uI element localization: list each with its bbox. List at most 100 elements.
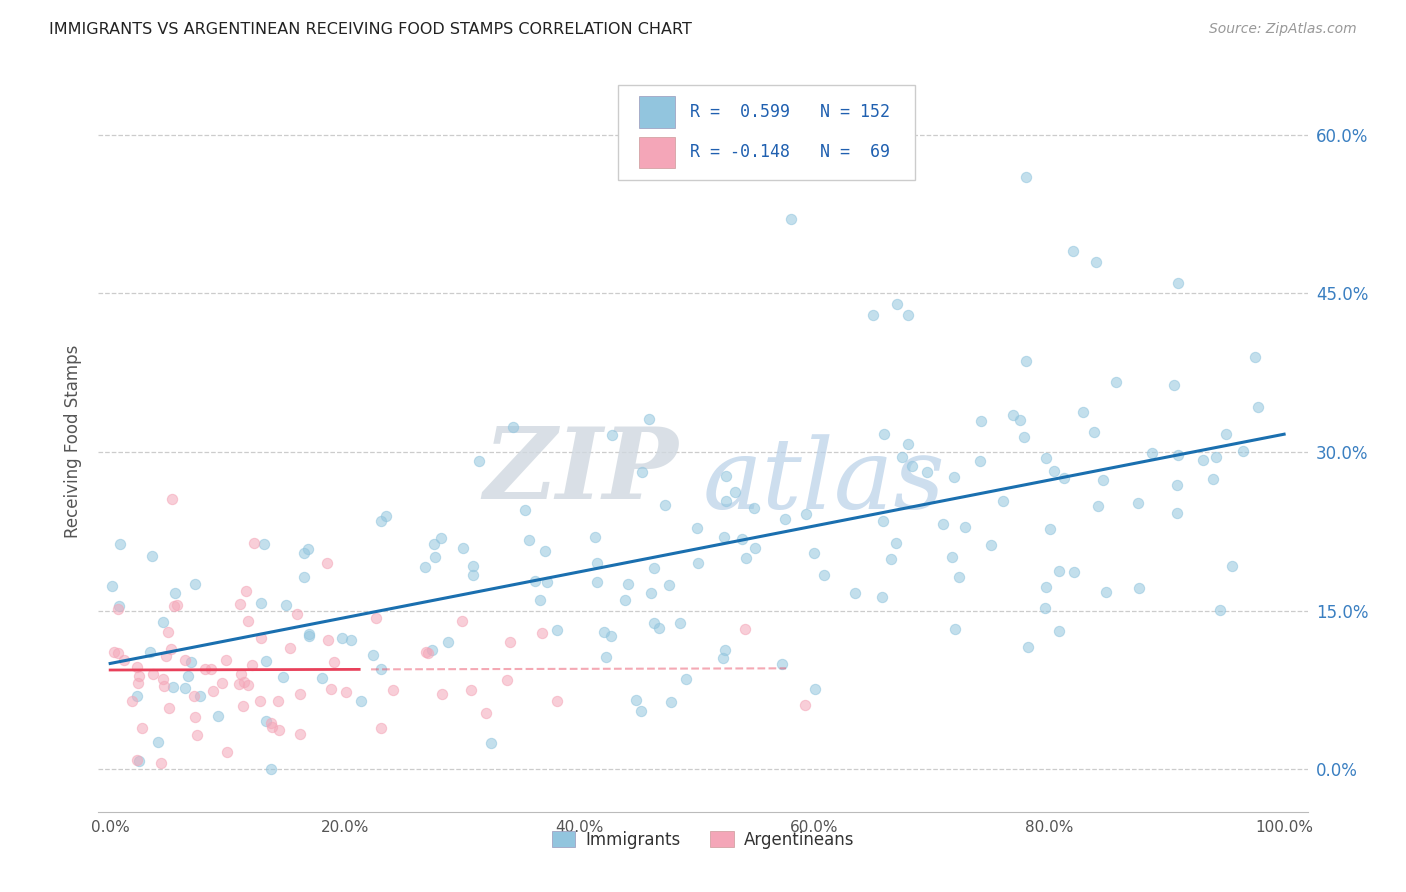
Argentineans: [267, 694, 290, 708]
Argentineans: [107, 646, 129, 660]
Immigrants: [370, 662, 392, 676]
Argentineans: [259, 715, 281, 730]
Argentineans: [127, 676, 149, 690]
Immigrants: [311, 671, 333, 685]
Immigrants: [1017, 640, 1039, 655]
Argentineans: [155, 648, 177, 663]
Immigrants: [688, 556, 710, 570]
Immigrants: [734, 551, 756, 566]
Immigrants: [420, 643, 443, 657]
Immigrants: [794, 507, 817, 521]
FancyBboxPatch shape: [638, 96, 675, 128]
Immigrants: [1015, 170, 1038, 185]
Immigrants: [298, 629, 321, 643]
Argentineans: [243, 536, 266, 550]
Immigrants: [884, 536, 907, 550]
Immigrants: [1166, 477, 1188, 491]
Immigrants: [165, 586, 187, 600]
Argentineans: [238, 678, 260, 692]
Argentineans: [228, 677, 250, 691]
Immigrants: [479, 736, 502, 750]
Immigrants: [658, 578, 681, 592]
Immigrants: [141, 549, 163, 563]
Argentineans: [321, 681, 343, 696]
Immigrants: [1047, 564, 1070, 578]
Argentineans: [229, 666, 252, 681]
Immigrants: [1091, 473, 1114, 487]
Immigrants: [108, 537, 131, 551]
Immigrants: [891, 450, 914, 464]
Immigrants: [529, 593, 551, 607]
Immigrants: [773, 512, 796, 526]
Immigrants: [517, 533, 540, 547]
Immigrants: [1062, 244, 1084, 259]
Immigrants: [128, 754, 150, 768]
Immigrants: [350, 694, 373, 708]
FancyBboxPatch shape: [619, 86, 915, 180]
Argentineans: [240, 657, 263, 672]
Argentineans: [546, 694, 568, 708]
Immigrants: [375, 509, 398, 524]
Argentineans: [125, 660, 148, 674]
Argentineans: [200, 662, 222, 676]
Immigrants: [1063, 565, 1085, 579]
Argentineans: [215, 745, 238, 759]
Immigrants: [534, 544, 557, 558]
Immigrants: [648, 621, 671, 635]
Immigrants: [1083, 425, 1105, 439]
Immigrants: [1167, 448, 1189, 462]
Argentineans: [238, 614, 260, 628]
Immigrants: [207, 708, 229, 723]
Argentineans: [103, 645, 125, 659]
Immigrants: [617, 576, 640, 591]
Immigrants: [138, 645, 160, 659]
Argentineans: [285, 607, 308, 622]
Argentineans: [269, 723, 291, 737]
Immigrants: [586, 574, 609, 589]
Immigrants: [586, 556, 609, 570]
Immigrants: [613, 593, 636, 607]
Immigrants: [1085, 254, 1108, 268]
Immigrants: [1008, 413, 1031, 427]
Immigrants: [461, 568, 484, 582]
Argentineans: [166, 599, 188, 613]
Immigrants: [423, 537, 446, 551]
Immigrants: [127, 689, 149, 703]
Argentineans: [184, 710, 207, 724]
Argentineans: [163, 599, 186, 614]
Immigrants: [592, 624, 614, 639]
Argentineans: [316, 556, 339, 570]
Immigrants: [943, 622, 966, 636]
Argentineans: [460, 683, 482, 698]
Argentineans: [280, 641, 302, 656]
Immigrants: [1039, 522, 1062, 536]
Immigrants: [468, 454, 491, 468]
Immigrants: [297, 542, 319, 557]
Argentineans: [474, 706, 496, 720]
Immigrants: [901, 459, 924, 474]
Immigrants: [437, 635, 460, 649]
Immigrants: [714, 469, 737, 483]
Immigrants: [274, 599, 297, 613]
Argentineans: [121, 693, 143, 707]
Argentineans: [174, 653, 197, 667]
Immigrants: [744, 541, 766, 555]
Immigrants: [1035, 580, 1057, 594]
Immigrants: [804, 682, 827, 697]
Immigrants: [254, 654, 277, 668]
FancyBboxPatch shape: [638, 136, 675, 168]
Immigrants: [1053, 470, 1076, 484]
Immigrants: [249, 596, 271, 610]
Argentineans: [290, 726, 312, 740]
Argentineans: [235, 584, 257, 599]
Argentineans: [335, 685, 357, 699]
Immigrants: [1126, 496, 1149, 510]
Immigrants: [1232, 443, 1254, 458]
Immigrants: [803, 546, 825, 560]
Argentineans: [499, 635, 522, 649]
Immigrants: [640, 586, 662, 600]
Immigrants: [872, 514, 894, 528]
Immigrants: [659, 695, 682, 709]
Argentineans: [430, 688, 453, 702]
Argentineans: [233, 675, 256, 690]
